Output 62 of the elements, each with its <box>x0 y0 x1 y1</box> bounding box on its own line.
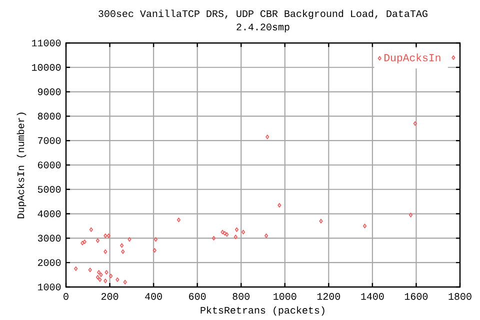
y-tick-label: 1000 <box>38 284 61 290</box>
point <box>408 212 412 218</box>
x-tick-label: 200 <box>101 293 118 300</box>
point <box>89 227 93 232</box>
point <box>116 277 120 282</box>
x-tick-label: 1400 <box>361 293 384 300</box>
point <box>104 249 108 254</box>
point <box>104 278 108 284</box>
point <box>264 234 268 238</box>
point <box>98 277 102 282</box>
x-tick-label: 1200 <box>317 293 340 300</box>
point <box>154 237 158 242</box>
point <box>234 227 238 232</box>
x-tick-label: 1600 <box>404 293 428 300</box>
point <box>96 275 100 280</box>
point <box>120 243 124 248</box>
legend-label: DupAcksIn <box>384 53 440 64</box>
point <box>278 203 282 208</box>
point <box>109 274 113 278</box>
chart-subtitle: 2.4.20smp <box>236 24 290 32</box>
point <box>96 238 100 243</box>
point <box>97 270 101 275</box>
point <box>452 55 456 60</box>
x-tick-label: 0 <box>64 293 68 300</box>
y-tick-label: 5000 <box>38 186 61 193</box>
x-tick-label: 800 <box>232 293 250 300</box>
y-tick-label: 4000 <box>38 210 61 218</box>
x-tick-label: 1800 <box>448 293 472 300</box>
y-tick-label: 9000 <box>38 88 61 96</box>
y-tick-label: 6000 <box>38 162 61 168</box>
x-tick-label: 1000 <box>274 293 296 300</box>
x-tick-label: 400 <box>145 293 162 300</box>
y-tick-label: 2000 <box>38 259 61 266</box>
point <box>99 272 103 277</box>
point <box>128 237 132 242</box>
y-tick-label: 10000 <box>32 64 61 71</box>
point <box>104 270 108 275</box>
point <box>121 249 125 254</box>
x-tick-label: 600 <box>189 293 206 300</box>
point <box>88 268 92 272</box>
point <box>152 248 156 253</box>
chart-title: 300sec VanillaTCP DRS, UDP CBR Background Load, DataTAG <box>98 10 428 20</box>
point <box>234 234 238 240</box>
point <box>82 240 86 244</box>
x-axis-title: PktsRetrans (packets) <box>200 306 324 316</box>
point <box>176 218 180 222</box>
point <box>123 280 127 284</box>
point <box>413 121 417 126</box>
point <box>363 224 367 228</box>
y-tick-label: 7000 <box>38 137 61 144</box>
point <box>242 230 246 234</box>
point <box>106 234 110 238</box>
point <box>319 218 323 224</box>
point <box>74 266 78 271</box>
point <box>266 134 270 140</box>
y-tick-label: 8000 <box>38 112 61 120</box>
y-tick-label: 3000 <box>38 234 61 242</box>
point <box>80 240 84 246</box>
y-axis-title: DupAcksIn (number) <box>16 112 26 218</box>
point <box>104 234 108 238</box>
y-tick-label: 11000 <box>32 40 61 46</box>
point <box>212 236 216 240</box>
